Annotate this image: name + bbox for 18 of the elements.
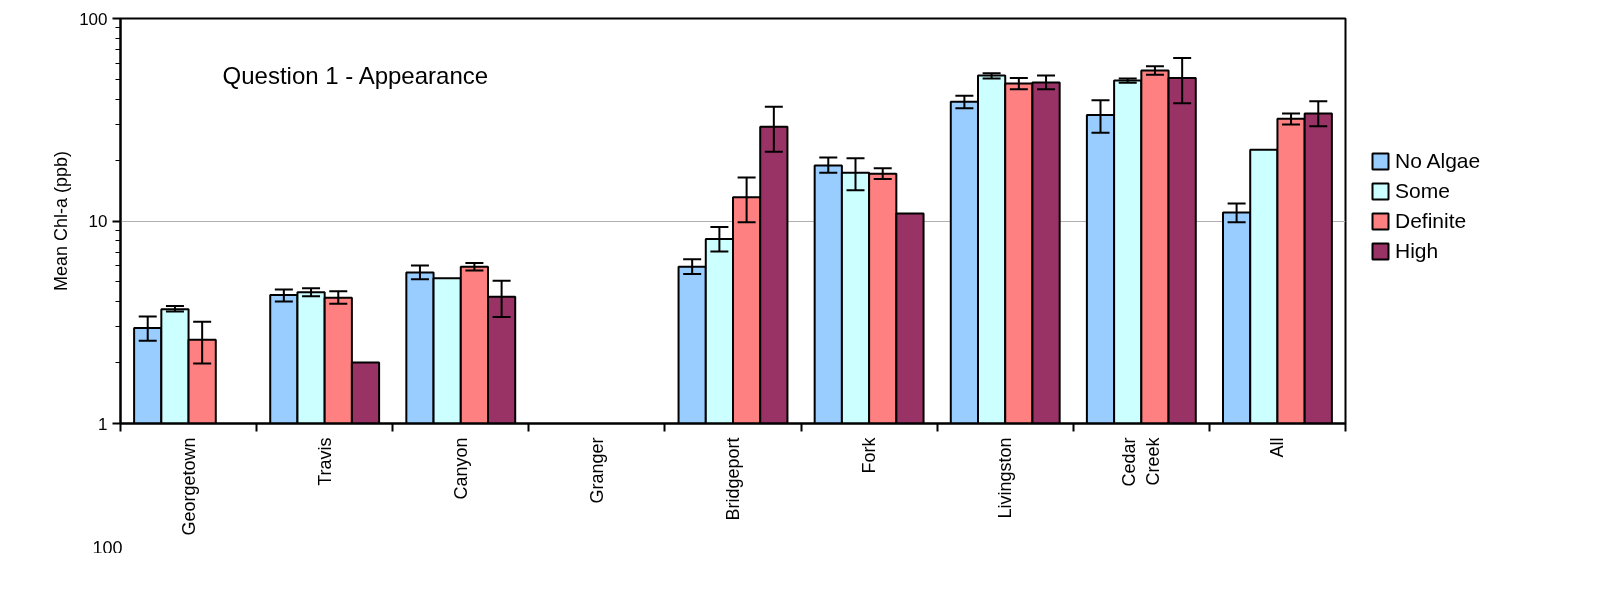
x-tick-label: Georgetown bbox=[178, 437, 199, 536]
legend-label: High bbox=[1395, 239, 1439, 263]
x-tick-label: All bbox=[1267, 437, 1288, 458]
text: Question 1 - Appearance bbox=[222, 61, 489, 89]
x-tick-label: Travis bbox=[314, 437, 335, 486]
x-tick-label: Fork bbox=[859, 436, 880, 474]
legend-label: No Algae bbox=[1395, 149, 1481, 173]
x-tick-label: Livingston bbox=[995, 437, 1016, 519]
x-tick-label: Cedar Creek bbox=[1119, 436, 1164, 487]
legend-label: Definite bbox=[1395, 209, 1467, 233]
x-tick-label: Granger bbox=[586, 437, 607, 504]
y-axis-title: Mean Chl-a (ppb) bbox=[51, 150, 72, 292]
y-tick-label: 1 bbox=[98, 414, 108, 434]
x-tick-label: Bridgeport bbox=[723, 437, 743, 521]
legend-label: Some bbox=[1395, 179, 1450, 203]
y-tick-label: 100 bbox=[79, 9, 108, 29]
x-tick-label: Canyon bbox=[450, 437, 471, 500]
y-tick-label: 10 bbox=[88, 212, 108, 231]
